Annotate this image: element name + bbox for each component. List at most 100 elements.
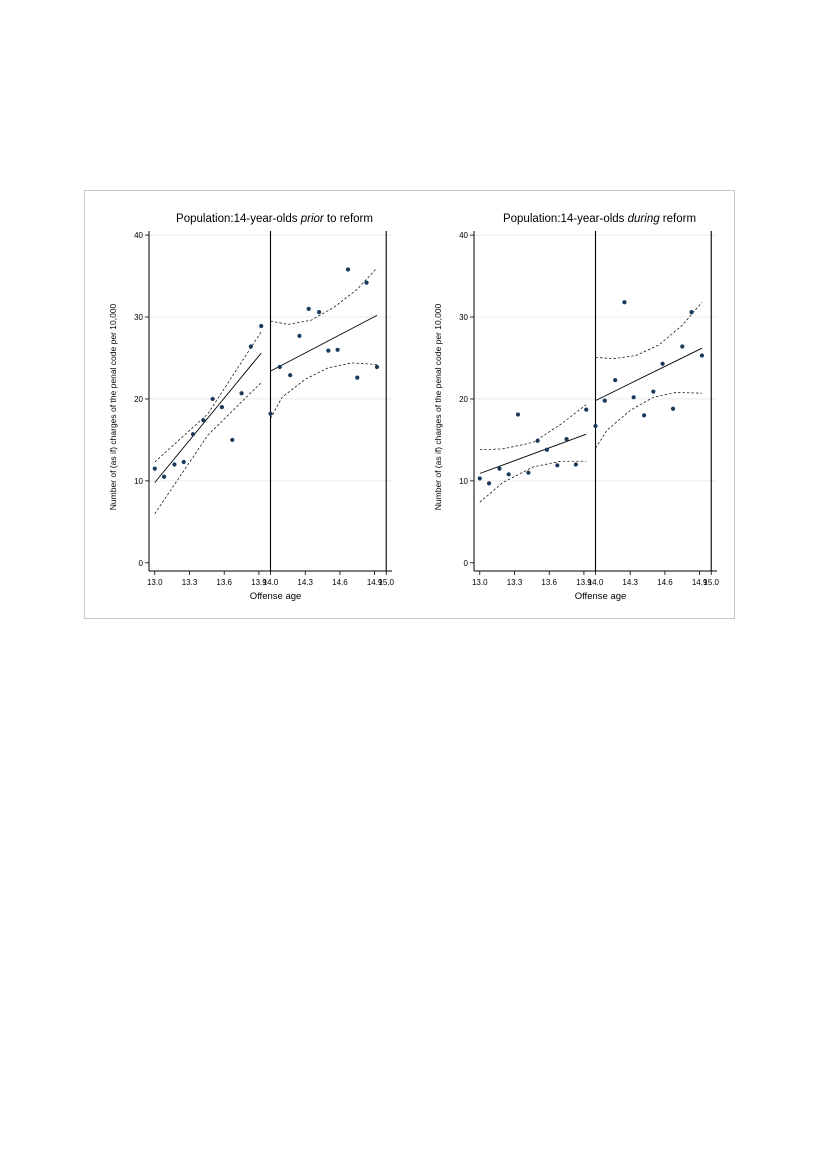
data-point <box>335 347 340 352</box>
chart-panel-right: Population:14-year-olds during reform 0 10… <box>433 213 720 602</box>
data-point <box>515 412 521 417</box>
y-tick-label: 20 <box>134 395 143 404</box>
data-point <box>374 364 380 370</box>
data-point <box>248 344 253 349</box>
y-axis-label: Number of (as if) charges of the penal c… <box>433 303 443 510</box>
x-tick-label: 14.3 <box>297 578 313 587</box>
data-point <box>477 476 482 481</box>
data-point <box>584 407 589 412</box>
ci-upper-after-line <box>595 302 703 360</box>
chart-panel-left: Population:14-year-olds prior to reform 0… <box>108 213 395 602</box>
data-point <box>219 405 224 410</box>
ci-upper-before-line <box>154 331 262 463</box>
data-point <box>535 438 540 443</box>
x-tick-label: 13.0 <box>147 578 163 587</box>
y-axis-label: Number of (as if) charges of the penal c… <box>108 303 118 510</box>
chart-title-suffix: to reform <box>324 213 373 225</box>
data-point <box>288 373 293 378</box>
fit-after-line <box>595 347 703 402</box>
x-tick-label: 13.6 <box>216 578 232 587</box>
y-tick-label: 30 <box>459 313 468 322</box>
chart-title-prefix: Population:14-year-olds <box>176 213 301 225</box>
ci-lower-after-line <box>595 392 703 449</box>
y-tick-label: 40 <box>134 231 143 240</box>
data-point <box>670 406 676 411</box>
data-point <box>544 447 549 452</box>
data-point <box>564 436 569 442</box>
data-point <box>239 391 244 396</box>
y-tick-label: 0 <box>464 559 469 568</box>
figure-frame: Population:14-year-olds prior to reform 0… <box>84 190 735 619</box>
x-tick-label: 13.9 <box>251 578 267 587</box>
data-point <box>642 413 647 418</box>
x-tick-label: 13.3 <box>182 578 198 587</box>
x-tick-label: 13.6 <box>541 578 557 587</box>
x-tick-label: 14.6 <box>657 578 673 587</box>
chart-title: Population:14-year-olds during reform <box>503 213 696 225</box>
data-point <box>201 418 206 423</box>
x-tick-label: 14.9 <box>692 578 708 587</box>
data-point <box>651 389 656 394</box>
x-axis-label: Offense age <box>575 591 627 602</box>
chart-title-suffix: reform <box>660 213 696 225</box>
data-point <box>526 470 531 475</box>
data-point <box>506 472 511 477</box>
data-point <box>602 398 607 403</box>
data-point <box>555 463 560 468</box>
data-point <box>486 481 492 486</box>
data-point <box>172 462 177 467</box>
chart-title-prefix: Population:14-year-olds <box>503 213 628 225</box>
y-tick-label: 10 <box>134 477 143 486</box>
data-point <box>181 459 186 465</box>
data-point <box>593 423 598 429</box>
data-point <box>230 437 235 443</box>
data-point <box>622 300 627 305</box>
fit-after-line <box>270 315 378 372</box>
chart-title-italic: prior <box>300 213 325 225</box>
ci-lower-before-line <box>479 460 587 503</box>
data-point <box>345 267 351 272</box>
data-point <box>259 323 264 329</box>
y-tick-label: 10 <box>459 477 468 486</box>
x-tick-label: 14.0 <box>263 578 279 587</box>
data-point <box>306 306 311 311</box>
data-point <box>268 411 273 416</box>
x-tick-label: 14.0 <box>588 578 604 587</box>
data-point <box>660 361 665 366</box>
data-point <box>326 348 331 353</box>
x-tick-label: 13.0 <box>472 578 488 587</box>
data-point <box>680 344 685 349</box>
x-tick-label: 13.9 <box>576 578 592 587</box>
data-point <box>297 333 302 338</box>
data-point <box>364 280 369 285</box>
data-point <box>613 378 618 383</box>
x-tick-label: 15.0 <box>703 578 719 587</box>
chart-title: Population:14-year-olds prior to reform <box>176 213 373 225</box>
fit-before-line <box>479 433 587 474</box>
fit-before-line <box>154 352 262 483</box>
data-point <box>277 364 282 370</box>
data-point <box>152 466 157 471</box>
data-point <box>631 395 636 400</box>
x-tick-label: 14.6 <box>332 578 348 587</box>
data-point <box>190 432 196 437</box>
data-point <box>210 396 215 402</box>
x-tick-label: 14.3 <box>622 578 638 587</box>
x-tick-label: 14.9 <box>367 578 383 587</box>
y-tick-label: 30 <box>134 313 143 322</box>
y-tick-label: 40 <box>459 231 468 240</box>
x-tick-label: 15.0 <box>378 578 394 587</box>
ci-lower-after-line <box>270 362 378 419</box>
ci-upper-before-line <box>479 404 587 451</box>
data-point <box>161 474 167 479</box>
data-point <box>497 466 502 471</box>
y-tick-label: 0 <box>139 559 144 568</box>
data-point <box>573 462 578 467</box>
ci-upper-after-line <box>270 267 378 325</box>
ci-lower-before-line <box>154 382 262 514</box>
x-tick-label: 13.3 <box>507 578 523 587</box>
data-point <box>689 310 694 315</box>
data-point <box>317 310 322 315</box>
chart-title-italic: during <box>628 213 661 225</box>
x-axis-label: Offense age <box>250 591 302 602</box>
